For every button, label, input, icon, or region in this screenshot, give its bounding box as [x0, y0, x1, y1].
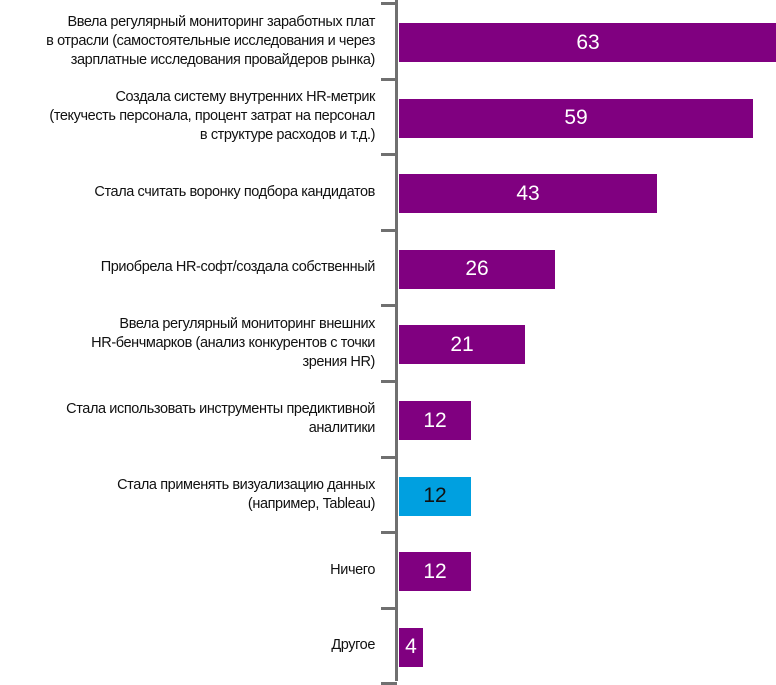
category-label-line: зрения HR) [302, 353, 375, 370]
bar: 12 [399, 476, 471, 516]
bar: 26 [399, 249, 555, 289]
axis-tick [381, 228, 397, 232]
axis-tick [381, 153, 397, 157]
category-label-line: Ввела регулярный мониторинг заработных п… [67, 13, 375, 30]
category-label-line: Создала систему внутренних HR-метрик [115, 89, 375, 106]
data-label: 59 [564, 106, 588, 130]
data-label: 12 [423, 484, 447, 508]
axis-tick [381, 380, 397, 383]
bar: 43 [399, 174, 657, 214]
category-label-line: (текучесть персонала, процент затрат на … [49, 108, 375, 125]
category-label: Другое [0, 612, 375, 680]
data-label: 21 [450, 332, 474, 356]
axis-tick [381, 531, 397, 535]
category-label-line: Приобрела HR-софт/создала собственный [100, 259, 376, 276]
bar: 12 [399, 552, 471, 592]
bar: 63 [399, 23, 776, 62]
category-label: Ввела регулярный мониторинг внешних HR-бе… [0, 309, 375, 377]
axis-tick [381, 455, 397, 459]
data-label: 4 [405, 635, 417, 659]
category-label-line: Ввела регулярный мониторинг внешних [119, 315, 375, 332]
category-label-line: Стала считать воронку подбора кандидатов [94, 183, 375, 200]
category-label: Ввела регулярный мониторинг заработных п… [0, 7, 375, 75]
category-label-line: зарплатные исследования провайдеров рынк… [70, 51, 376, 68]
data-label: 63 [576, 30, 600, 54]
category-label-line: в структуре расходов и т.д.) [199, 127, 376, 144]
bar: 21 [399, 325, 525, 365]
category-label-line: аналитики [308, 420, 376, 436]
axis-tick [381, 77, 397, 81]
category-label-line: (например, Tableau) [247, 495, 375, 512]
data-label: 26 [465, 257, 489, 281]
axis-tick [381, 304, 397, 308]
data-label: 12 [423, 408, 447, 432]
category-label: Стала применять визуализацию данных (напр… [0, 461, 375, 529]
data-label: 12 [423, 559, 447, 583]
category-label-line: Стала применять визуализацию данных [117, 476, 375, 493]
category-label: Приобрела HR-софт/создала собственный [0, 234, 376, 302]
category-label-line: в отрасли (самостоятельные исследования … [46, 32, 375, 49]
data-label: 43 [516, 181, 540, 205]
axis-tick [381, 2, 397, 5]
category-label: Ничего [0, 536, 375, 604]
category-label: Создала систему внутренних HR-метрик (тек… [0, 83, 375, 151]
bar: 59 [399, 98, 753, 138]
y-axis-line [395, 0, 398, 681]
category-label-line: HR-бенчмарков (анализ конкурентов с точк… [91, 334, 375, 351]
category-label: Стала считать воронку подбора кандидатов [0, 158, 375, 226]
bar: 12 [399, 401, 471, 440]
category-label-line: Другое [331, 637, 375, 654]
axis-tick [381, 606, 397, 610]
category-label: Стала использовать инструменты предиктив… [0, 385, 375, 453]
category-label-line: Стала использовать инструменты предиктив… [66, 401, 375, 417]
category-label-line: Ничего [330, 561, 375, 578]
bar: 4 [399, 627, 423, 667]
